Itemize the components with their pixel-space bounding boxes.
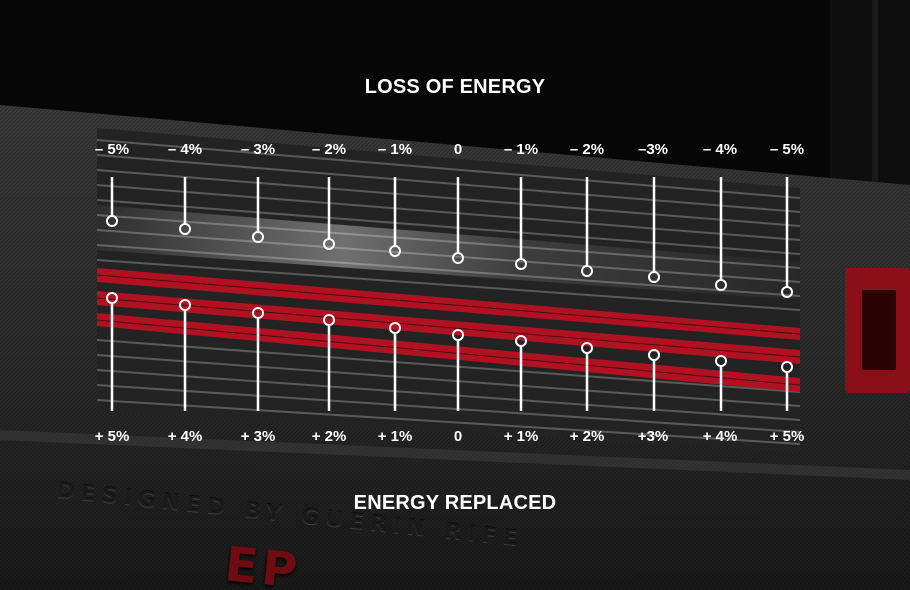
replaced-marker-dot <box>179 299 191 311</box>
loss-marker-dot <box>179 223 191 235</box>
loss-label: 0 <box>453 141 463 158</box>
loss-label: – 2% <box>311 141 347 158</box>
replaced-marker-dot <box>389 322 401 334</box>
replaced-marker-dot <box>323 314 335 326</box>
loss-label: – 4% <box>702 141 738 158</box>
loss-marker-dot <box>452 252 464 264</box>
loss-marker-dot <box>781 286 793 298</box>
loss-label: –3% <box>637 141 669 158</box>
loss-label: – 1% <box>503 141 539 158</box>
loss-marker-dot <box>389 245 401 257</box>
replaced-label: + 5% <box>769 428 805 445</box>
loss-marker-dot <box>515 258 527 270</box>
loss-label: – 2% <box>569 141 605 158</box>
loss-marker-dot <box>648 271 660 283</box>
replaced-label: + 5% <box>94 428 130 445</box>
replaced-marker-dot <box>715 355 727 367</box>
loss-label: – 4% <box>167 141 203 158</box>
loss-label: – 5% <box>94 141 130 158</box>
replaced-label: +3% <box>637 428 669 445</box>
replaced-label: + 4% <box>702 428 738 445</box>
loss-label: – 1% <box>377 141 413 158</box>
loss-of-energy-title: LOSS OF ENERGY <box>364 76 546 98</box>
replaced-marker-dot <box>781 361 793 373</box>
replaced-marker-dot <box>452 329 464 341</box>
engraved-brand-mark: EP <box>222 536 304 590</box>
loss-label: – 5% <box>769 141 805 158</box>
energy-replaced-title: ENERGY REPLACED <box>353 492 557 514</box>
loss-marker-dot <box>323 238 335 250</box>
loss-marker-dot <box>106 215 118 227</box>
replaced-marker-dot <box>106 292 118 304</box>
loss-marker-dot <box>715 279 727 291</box>
energy-markers <box>106 177 793 411</box>
loss-marker-dot <box>252 231 264 243</box>
replaced-label: + 4% <box>167 428 203 445</box>
replaced-marker-dot <box>515 335 527 347</box>
replaced-label: + 2% <box>311 428 347 445</box>
loss-marker-dot <box>581 265 593 277</box>
replaced-marker-dot <box>581 342 593 354</box>
replaced-label: + 1% <box>377 428 413 445</box>
replaced-label: + 3% <box>240 428 276 445</box>
loss-label: – 3% <box>240 141 276 158</box>
replaced-marker-dot <box>252 307 264 319</box>
replaced-label: + 1% <box>503 428 539 445</box>
replaced-label: 0 <box>453 428 463 445</box>
replaced-marker-dot <box>648 349 660 361</box>
replaced-label: + 2% <box>569 428 605 445</box>
